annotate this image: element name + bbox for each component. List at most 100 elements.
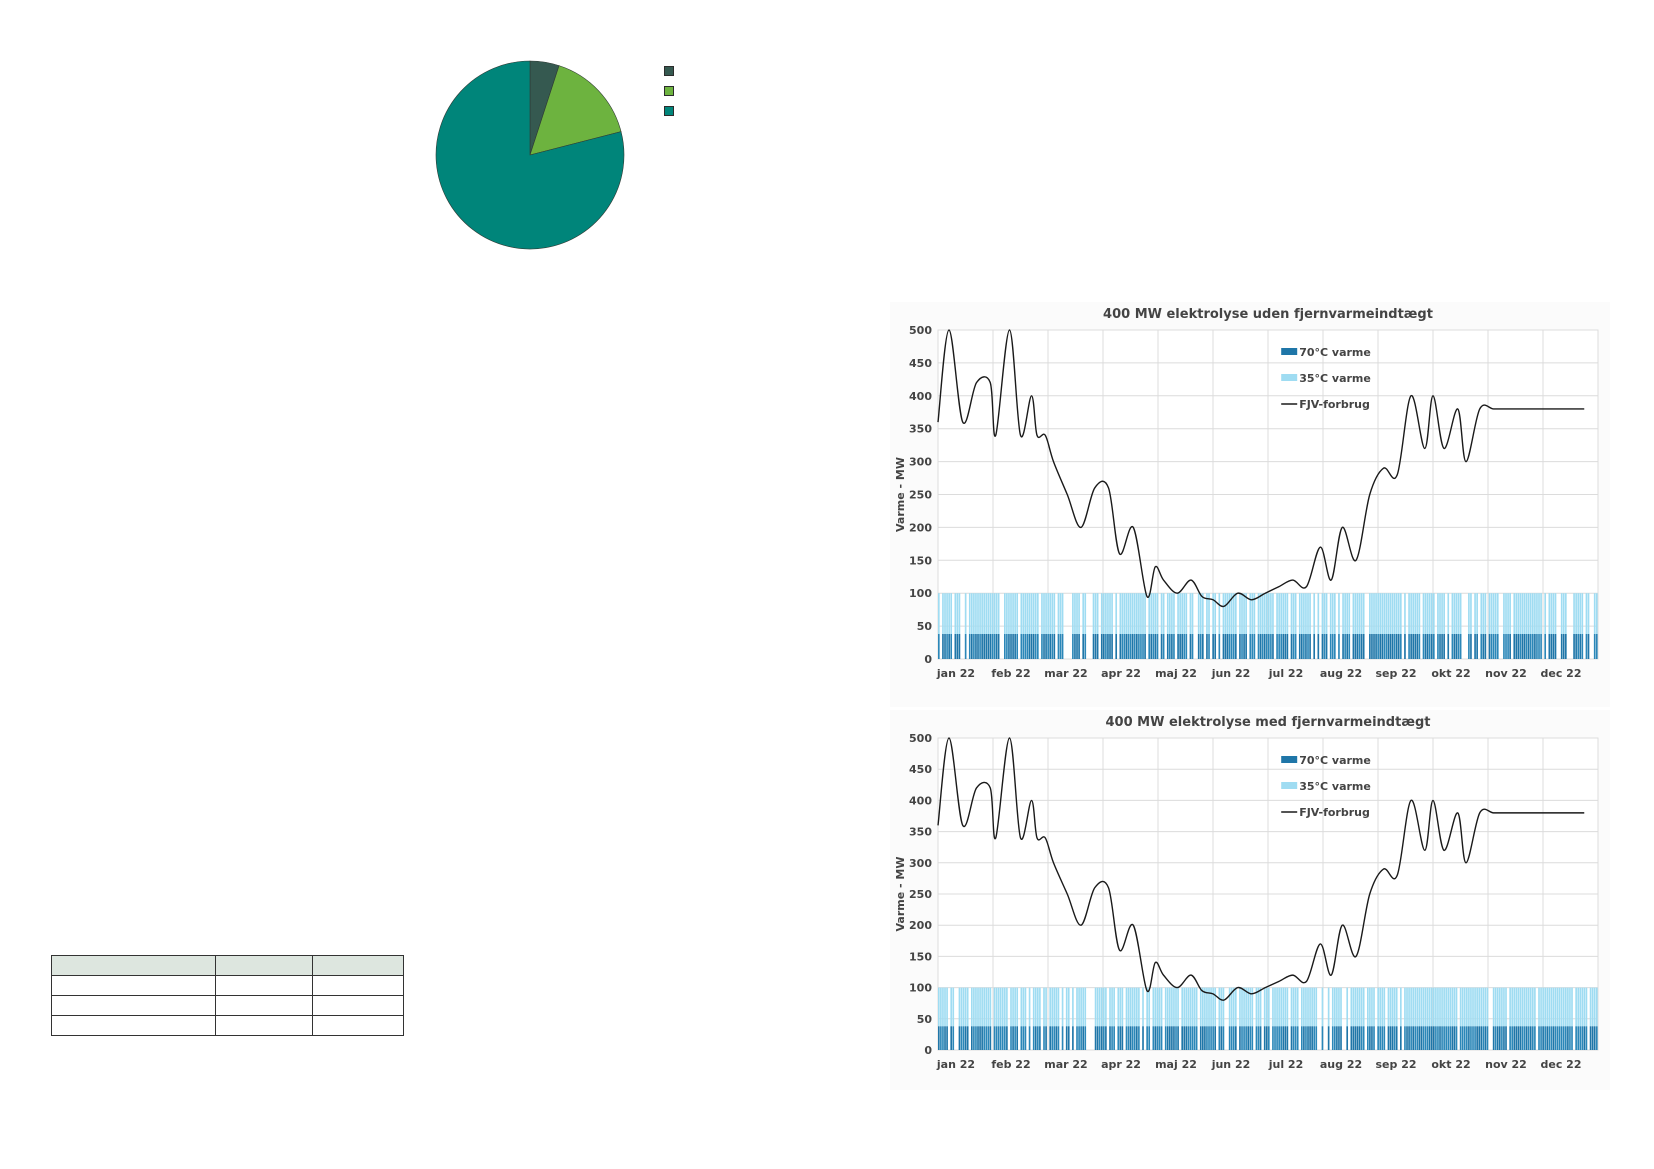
bar-35c (1129, 593, 1132, 634)
bar-70c (1202, 1026, 1204, 1050)
bar-70c (975, 633, 977, 659)
legend-label: 35°C varme (1299, 780, 1371, 793)
bar-35c (1550, 593, 1553, 634)
bar-35c (1045, 593, 1047, 634)
bar-35c (1103, 987, 1105, 1027)
bar-70c (1105, 1026, 1107, 1050)
bar-35c (1257, 593, 1260, 634)
bar-70c (1583, 1026, 1586, 1050)
bar-35c (1583, 987, 1586, 1027)
bar-35c (1303, 593, 1305, 634)
bar-70c (985, 1026, 988, 1050)
bar-35c (1160, 593, 1163, 634)
bar-35c (938, 987, 940, 1027)
bar-70c (1433, 633, 1435, 659)
bar-70c (1344, 633, 1346, 659)
bar-70c (1204, 1026, 1206, 1050)
bar-70c (1004, 633, 1006, 659)
bar-70c (1331, 633, 1334, 659)
bar-35c (1022, 987, 1025, 1027)
bar-70c (1315, 1026, 1318, 1050)
bar-35c (1154, 987, 1157, 1027)
bar-35c (1346, 593, 1349, 634)
bar-35c (1375, 593, 1377, 634)
bar-70c (1166, 1026, 1169, 1050)
bar-70c (1166, 633, 1169, 659)
bar-35c (1059, 593, 1062, 634)
bar-35c (1199, 593, 1202, 634)
bar-35c (1418, 593, 1421, 634)
bar-35c (1245, 987, 1247, 1027)
bar-35c (1494, 987, 1497, 1027)
series-fjv-line (937, 737, 1585, 1001)
bar-70c (938, 633, 940, 659)
bar-70c (1202, 633, 1204, 659)
bar-35c (1241, 987, 1243, 1027)
bar-70c (1542, 1026, 1544, 1050)
bar-70c (1012, 1026, 1014, 1050)
bar-70c (1117, 1026, 1120, 1050)
bar-35c (1509, 987, 1511, 1027)
bar-70c (977, 1026, 979, 1050)
bar-35c (1360, 593, 1363, 634)
bar-70c (1591, 1026, 1594, 1050)
bar-35c (1595, 987, 1598, 1027)
bar-70c (1154, 633, 1157, 659)
bar-70c (1404, 633, 1406, 659)
bar-70c (1581, 633, 1584, 659)
bar-70c (1028, 1026, 1031, 1050)
bar-70c (1463, 1026, 1466, 1050)
bar-70c (1466, 1026, 1468, 1050)
bar-70c (1571, 1026, 1573, 1050)
bar-70c (1406, 1026, 1408, 1050)
bar-70c (1418, 633, 1421, 659)
bar-35c (1451, 593, 1454, 634)
bar-35c (1377, 987, 1379, 1027)
bar-70c (1404, 1026, 1406, 1050)
bar-70c (1356, 633, 1359, 659)
bar-35c (1315, 987, 1318, 1027)
bar-35c (1123, 593, 1126, 634)
bar-70c (1567, 1026, 1569, 1050)
bar-70c (1527, 1026, 1530, 1050)
bar-70c (985, 633, 988, 659)
bar-35c (1169, 987, 1171, 1027)
bar-70c (1181, 633, 1184, 659)
bar-70c (1515, 633, 1518, 659)
bar-70c (1360, 1026, 1363, 1050)
bar-35c (944, 987, 946, 1027)
bar-70c (1136, 633, 1138, 659)
bar-35c (1183, 987, 1186, 1027)
bar-35c (1268, 987, 1270, 1027)
bar-35c (997, 987, 1000, 1027)
bar-70c (1387, 633, 1390, 659)
bar-35c (1140, 593, 1142, 634)
bar-70c (1282, 1026, 1285, 1050)
bar-35c (1067, 987, 1070, 1027)
bar-70c (1169, 633, 1171, 659)
bar-70c (1383, 1026, 1386, 1050)
bar-70c (1503, 633, 1505, 659)
bar-70c (1183, 633, 1186, 659)
bar-35c (1193, 987, 1196, 1027)
bar-35c (942, 593, 944, 634)
bar-70c (1228, 1026, 1231, 1050)
bar-35c (1082, 987, 1085, 1027)
bar-35c (1441, 987, 1443, 1027)
bar-70c (1484, 633, 1487, 659)
bar-35c (1428, 593, 1431, 634)
bar-35c (1519, 987, 1522, 1027)
bar-35c (1461, 987, 1464, 1027)
bar-70c (1476, 1026, 1478, 1050)
bar-35c (1560, 593, 1563, 634)
bar-35c (1513, 987, 1516, 1027)
bar-35c (1449, 987, 1452, 1027)
bar-35c (997, 593, 1000, 634)
bar-70c (1358, 633, 1361, 659)
bar-35c (1239, 593, 1241, 634)
bar-35c (1292, 593, 1295, 634)
bar-70c (1321, 1026, 1324, 1050)
table-cell (312, 995, 404, 1016)
bar-70c (1307, 633, 1309, 659)
bar-35c (960, 987, 963, 1027)
